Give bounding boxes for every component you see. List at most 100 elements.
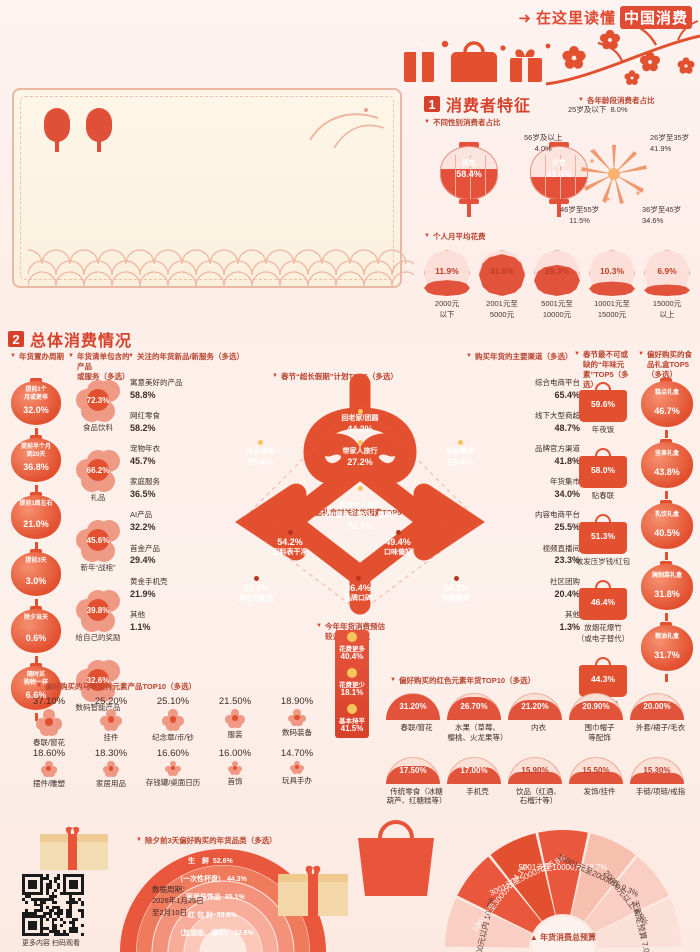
cycle-lantern-5: 随时买 购物一样 6.6% bbox=[8, 663, 64, 721]
section-2-heading: 2 总体消费情况 bbox=[8, 327, 132, 351]
red-top10-heading-label: 偏好购买的红色元素年货TOP10（多选） bbox=[398, 676, 536, 685]
zodiac-item-0: 37.10% 春联/窗花 bbox=[18, 696, 80, 748]
channel-value: 34.0% bbox=[554, 489, 580, 500]
fan-fill bbox=[386, 766, 440, 784]
total-budget-fan-chart: 1000元以内 10.2% 1001元至3000元 24.1% 3001元至5000… bbox=[432, 822, 694, 952]
red-value: 20.90% bbox=[582, 702, 610, 711]
basket-value: 72.3% bbox=[86, 395, 110, 405]
spend-label: 15000元 以上 bbox=[652, 299, 682, 319]
decorative-banner bbox=[12, 88, 414, 288]
triangle-bullet-icon: ▼ bbox=[466, 353, 472, 359]
fan-badge: 20.00% bbox=[630, 690, 684, 720]
bag-handle bbox=[595, 580, 611, 592]
zodiac-label: 首饰 bbox=[227, 777, 243, 787]
giftfactor-item-1: 49.4% 口味偏好 bbox=[384, 537, 412, 557]
cycle-value: 0.6% bbox=[25, 633, 47, 643]
zodiac-value: 37.10% bbox=[32, 696, 66, 707]
knot-dot bbox=[356, 576, 361, 581]
three-days-heading: ▼ 除夕前3天偏好购买的年货品类（多选） bbox=[136, 836, 277, 846]
giftbox-lantern-1: 坚果礼盒 43.8% bbox=[638, 439, 696, 499]
triangle-bullet-icon: ▼ bbox=[10, 353, 16, 359]
knot-dot bbox=[258, 440, 263, 445]
gift-icons bbox=[404, 40, 551, 82]
newproduct-value: 32.2% bbox=[130, 522, 156, 533]
flower-fill bbox=[644, 284, 690, 296]
basket-label: 给自己的奖励 bbox=[75, 633, 121, 642]
blossom-icon bbox=[35, 709, 63, 736]
red-top10-heading: ▼ 偏好购买的红色元素年货TOP10（多选） bbox=[390, 676, 535, 686]
zodiac-top10-chart: 37.10% 春联/窗花 25.20% 挂件 25.10% bbox=[18, 696, 328, 789]
channel-label: 社区团购 bbox=[550, 576, 580, 586]
section-2-number: 2 bbox=[8, 331, 24, 347]
zodiac-label: 挂件 bbox=[103, 732, 119, 742]
lantern-body bbox=[11, 609, 61, 653]
spend-label: 2001元至 5000元 bbox=[486, 299, 518, 319]
qr-code[interactable] bbox=[22, 874, 84, 936]
giftbox-value: 43.8% bbox=[654, 467, 680, 477]
fan-badge: 15.90% bbox=[508, 754, 562, 784]
newproduct-value: 36.5% bbox=[130, 489, 156, 500]
bag-handle bbox=[595, 657, 611, 669]
lantern-tassel bbox=[665, 674, 668, 682]
plum-badge: 45.6% bbox=[76, 520, 120, 562]
cycle-value: 36.8% bbox=[23, 462, 49, 472]
bag-body bbox=[579, 588, 627, 620]
essential-value: 59.6% bbox=[590, 399, 616, 409]
channels-heading-label: 购买年货的主要渠道（多选） bbox=[474, 352, 573, 361]
zodiac-value: 16.00% bbox=[218, 747, 252, 759]
basket-label: 礼品 bbox=[90, 493, 106, 502]
lantern-cap bbox=[30, 606, 42, 611]
plum-badge: 32.6% bbox=[76, 660, 120, 702]
knot-dot bbox=[454, 576, 459, 581]
age-heading-label: 各年龄段消费者占比 bbox=[586, 96, 655, 105]
giftbox-label: 乳饮礼盒 bbox=[654, 512, 679, 518]
red-value: 26.70% bbox=[460, 702, 488, 711]
gift-box-icon bbox=[278, 865, 348, 916]
budget-trend-item-0: 花费更多 40.4% bbox=[335, 630, 369, 666]
knot-dot bbox=[458, 440, 463, 445]
newproduct-label: 寓意美好的产品 bbox=[130, 378, 183, 387]
newproduct-label: 首金产品 bbox=[130, 543, 160, 553]
basket-heading: ▼ 年货清单包含的产品 或服务（多选） bbox=[68, 352, 130, 382]
gender-value: 58.4% bbox=[456, 169, 482, 179]
fan-fill bbox=[630, 701, 684, 720]
lantern-body bbox=[641, 381, 693, 427]
three-days-item-3: 红 包 封 33.6% bbox=[188, 912, 237, 919]
giftbox-value: 31.7% bbox=[654, 650, 680, 660]
tagline-pre: 在这里读懂 bbox=[535, 10, 616, 27]
newproduct-value: 29.4% bbox=[130, 555, 156, 566]
triangle-bullet-icon: ▼ bbox=[574, 351, 580, 357]
newproduct-label: 其他 bbox=[130, 609, 145, 619]
lantern-cap bbox=[30, 549, 42, 554]
newproduct-label: 宠物年衣 bbox=[130, 444, 160, 454]
lantern-rib bbox=[485, 155, 486, 199]
cycle-label: 提前3天 bbox=[25, 558, 47, 564]
trend-label: 基本持平 bbox=[339, 718, 365, 725]
knot-dot bbox=[288, 530, 293, 535]
fan-badge: 17.00% bbox=[447, 754, 501, 784]
gender-lantern-female: 女性 41.6% bbox=[530, 140, 588, 217]
red-label: 发饰/挂件 bbox=[583, 786, 616, 796]
triangle-bullet-icon: ▼ bbox=[316, 623, 322, 629]
giftbox-label: 坚果礼盒 bbox=[654, 451, 679, 457]
essential-value: 46.4% bbox=[590, 597, 616, 607]
lantern-cap bbox=[660, 561, 672, 566]
three-days-item-4: （加湿纸、湿巾） 32.6% bbox=[176, 930, 254, 937]
lantern-tassel bbox=[35, 713, 38, 721]
essential-item-1: 58.0% 贴春联 bbox=[572, 448, 634, 501]
lantern-body bbox=[11, 666, 61, 710]
red-value: 15.50% bbox=[582, 765, 610, 775]
monthly-spend-heading-label: 个人月平均花费 bbox=[432, 232, 486, 241]
channel-item-5: 视频直播间 23.3% bbox=[480, 544, 581, 568]
lantern-cap bbox=[30, 663, 42, 668]
basket-item-1: 66.2% 礼品 bbox=[70, 450, 126, 503]
plum-branch-icon bbox=[545, 20, 700, 86]
zodiac-item-2: 25.10% 纪念章/币/钞 bbox=[142, 696, 204, 748]
blossom-icon bbox=[290, 760, 304, 775]
flower-fill bbox=[424, 280, 470, 296]
essential-value: 58.0% bbox=[590, 465, 616, 475]
flower-badge: 6.9% bbox=[644, 250, 690, 296]
trend-value: 40.4% bbox=[340, 652, 364, 661]
zodiac-label: 摆件/雕塑 bbox=[32, 779, 66, 789]
fan-badge: 26.70% bbox=[447, 690, 501, 720]
